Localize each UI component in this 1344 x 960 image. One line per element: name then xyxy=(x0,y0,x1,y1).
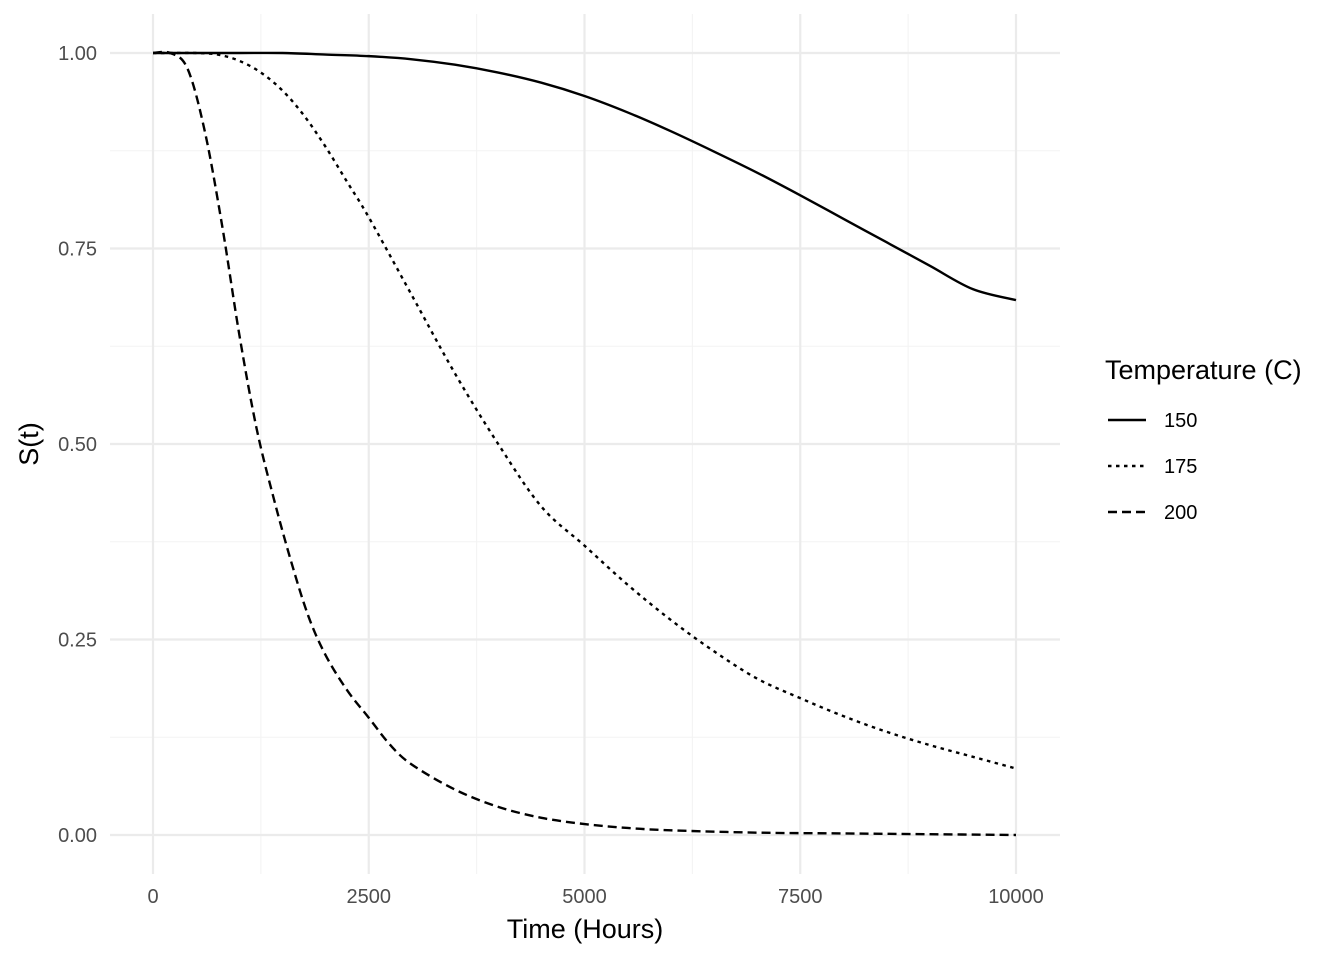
grid xyxy=(110,14,1060,874)
y-tick-label: 1.00 xyxy=(58,43,97,65)
legend-label-175: 175 xyxy=(1164,456,1197,478)
x-tick-label: 5000 xyxy=(562,886,607,908)
legend-label-150: 150 xyxy=(1164,410,1197,432)
series-line-200 xyxy=(152,50,1017,837)
axis-ticks: 0 2500 5000 7500 10000 0.00 0.25 0.50 0.75 1.00 xyxy=(58,43,1044,908)
series-lines xyxy=(152,50,1017,837)
legend-title: Temperature (C) xyxy=(1105,355,1302,385)
legend-items: 150 175 200 xyxy=(1108,410,1197,524)
y-tick-label: 0.50 xyxy=(58,434,97,456)
y-tick-label: 0.25 xyxy=(58,630,97,652)
x-tick-label: 7500 xyxy=(778,886,823,908)
x-axis-title: Time (Hours) xyxy=(507,914,664,944)
legend: Temperature (C) 150 175 200 xyxy=(1105,355,1302,524)
y-tick-label: 0.00 xyxy=(58,825,97,847)
x-tick-label: 0 xyxy=(147,886,158,908)
x-tick-label: 10000 xyxy=(988,886,1044,908)
x-tick-label: 2500 xyxy=(347,886,392,908)
y-tick-label: 0.75 xyxy=(58,239,97,261)
series-line-150 xyxy=(153,51,1017,302)
y-axis-title: S(t) xyxy=(14,422,44,466)
legend-label-200: 200 xyxy=(1164,502,1197,524)
